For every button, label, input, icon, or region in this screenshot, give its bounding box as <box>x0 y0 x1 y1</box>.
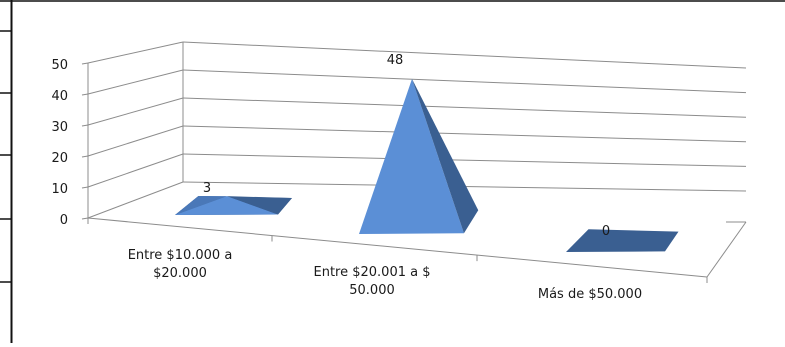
y-tick-mark <box>81 186 89 189</box>
pyramid-mark <box>566 229 679 252</box>
chart-floor <box>87 217 747 278</box>
y-tick-label: 50 <box>51 58 68 73</box>
data-label: 48 <box>387 53 404 68</box>
side-wall-gridline <box>87 181 184 219</box>
side-wall-gridline <box>87 69 184 95</box>
y-axis-ticks: 0 10 20 30 40 50 <box>51 58 89 228</box>
floor-right-edge <box>706 221 747 278</box>
y-tick-mark <box>81 217 89 220</box>
x-tick-label: Entre $20.001 a $50.000 <box>314 265 431 298</box>
y-tick-label: 20 <box>51 151 68 166</box>
side-wall-gridline <box>87 41 184 64</box>
y-tick-label: 10 <box>51 182 68 197</box>
pyramid-mark <box>359 78 464 234</box>
side-wall-gridline <box>87 97 184 126</box>
y-tick-mark <box>81 62 89 65</box>
back-wall-gridline <box>182 69 747 94</box>
x-tick-label: Más de $50.000 <box>538 287 642 302</box>
back-wall-gridline <box>182 41 747 69</box>
data-labels: 3 48 0 <box>203 53 610 239</box>
pyramid-face <box>175 196 278 215</box>
pyramid-face <box>175 196 227 215</box>
pyramid-face <box>412 78 479 234</box>
y-tick-label: 40 <box>51 89 68 104</box>
chart-walls <box>87 42 184 218</box>
y-tick-mark <box>81 93 89 96</box>
back-wall-gridline <box>182 153 747 167</box>
x-axis-ticks: Entre $10.000 a $20.000 Entre $20.001 a $5… <box>87 218 708 302</box>
side-wall-gridline <box>87 125 184 157</box>
y-tick-mark <box>81 124 89 127</box>
back-wall-gridline <box>182 125 747 143</box>
gridlines <box>87 41 747 219</box>
side-wall-gridline <box>87 153 184 188</box>
data-label: 3 <box>203 181 211 196</box>
x-tick-label: Entre $10.000 a $20.000 <box>128 248 233 281</box>
y-tick-label: 0 <box>60 213 68 228</box>
data-marks <box>175 78 679 252</box>
floor-front-edge <box>87 217 708 278</box>
y-tick-label: 30 <box>51 120 68 135</box>
data-label: 0 <box>602 224 610 239</box>
y-tick-mark <box>81 155 89 158</box>
back-wall-gridline <box>182 97 747 118</box>
pyramid-face <box>227 196 292 215</box>
